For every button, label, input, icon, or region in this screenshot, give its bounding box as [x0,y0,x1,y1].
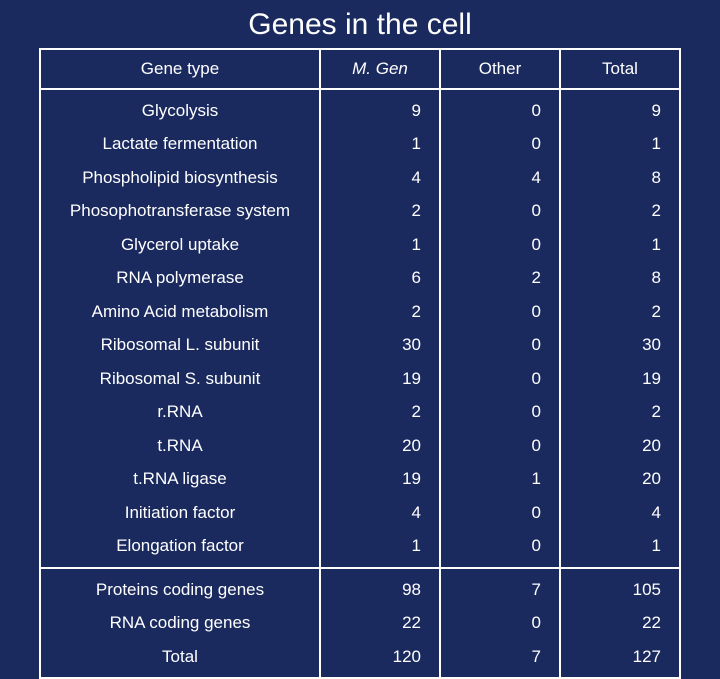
table-row: t.RNA ligase19120 [40,462,680,496]
cell-total: 105 [560,568,680,607]
cell-label: Glycolysis [40,89,320,128]
cell-label: Phospholipid biosynthesis [40,161,320,195]
cell-total: 20 [560,462,680,496]
cell-total: 2 [560,295,680,329]
cell-total: 20 [560,429,680,463]
cell-label: Ribosomal L. subunit [40,328,320,362]
cell-label: Proteins coding genes [40,568,320,607]
cell-total: 1 [560,529,680,568]
cell-mgen: 1 [320,228,440,262]
table-header: Gene type M. Gen Other Total [40,49,680,89]
table-row: Glycerol uptake101 [40,228,680,262]
cell-other: 0 [440,228,560,262]
cell-label: Initiation factor [40,496,320,530]
table-row: Proteins coding genes987105 [40,568,680,607]
genes-table: Gene type M. Gen Other Total Glycolysis9… [39,48,681,679]
table-row: RNA coding genes22022 [40,606,680,640]
table-row: Ribosomal L. subunit30030 [40,328,680,362]
cell-other: 0 [440,606,560,640]
table-row: Glycolysis909 [40,89,680,128]
cell-other: 0 [440,127,560,161]
cell-mgen: 19 [320,362,440,396]
cell-label: Glycerol uptake [40,228,320,262]
cell-other: 0 [440,328,560,362]
cell-mgen: 30 [320,328,440,362]
cell-mgen: 19 [320,462,440,496]
table-row: Amino Acid metabolism202 [40,295,680,329]
cell-total: 22 [560,606,680,640]
cell-mgen: 2 [320,194,440,228]
cell-other: 4 [440,161,560,195]
cell-other: 7 [440,568,560,607]
cell-other: 7 [440,640,560,679]
cell-other: 2 [440,261,560,295]
table-row: Total1207127 [40,640,680,679]
cell-mgen: 4 [320,496,440,530]
cell-mgen: 2 [320,295,440,329]
table-row: r.RNA202 [40,395,680,429]
cell-mgen: 20 [320,429,440,463]
cell-other: 0 [440,529,560,568]
cell-other: 0 [440,194,560,228]
cell-mgen: 98 [320,568,440,607]
col-other: Other [440,49,560,89]
cell-other: 0 [440,362,560,396]
cell-label: Total [40,640,320,679]
cell-total: 8 [560,261,680,295]
cell-total: 4 [560,496,680,530]
cell-label: Phosophotransferase system [40,194,320,228]
cell-total: 1 [560,228,680,262]
cell-mgen: 120 [320,640,440,679]
table-row: Phosophotransferase system202 [40,194,680,228]
cell-total: 1 [560,127,680,161]
cell-other: 0 [440,496,560,530]
cell-label: t.RNA [40,429,320,463]
cell-other: 0 [440,395,560,429]
cell-mgen: 22 [320,606,440,640]
cell-mgen: 1 [320,529,440,568]
table-row: Elongation factor101 [40,529,680,568]
cell-label: Ribosomal S. subunit [40,362,320,396]
cell-total: 2 [560,395,680,429]
cell-mgen: 9 [320,89,440,128]
cell-label: Lactate fermentation [40,127,320,161]
cell-label: r.RNA [40,395,320,429]
cell-label: RNA coding genes [40,606,320,640]
cell-label: Elongation factor [40,529,320,568]
cell-other: 0 [440,295,560,329]
col-total: Total [560,49,680,89]
table-row: Initiation factor404 [40,496,680,530]
table-row: Lactate fermentation101 [40,127,680,161]
cell-label: t.RNA ligase [40,462,320,496]
slide: Genes in the cell Gene type M. Gen Other… [0,0,720,540]
cell-label: Amino Acid metabolism [40,295,320,329]
cell-mgen: 2 [320,395,440,429]
table-row: Ribosomal S. subunit19019 [40,362,680,396]
table-body-summary: Proteins coding genes987105RNA coding ge… [40,568,680,679]
cell-total: 9 [560,89,680,128]
cell-other: 1 [440,462,560,496]
table-row: t.RNA20020 [40,429,680,463]
cell-total: 8 [560,161,680,195]
cell-total: 30 [560,328,680,362]
slide-title: Genes in the cell [248,8,471,42]
cell-mgen: 4 [320,161,440,195]
cell-total: 19 [560,362,680,396]
cell-mgen: 6 [320,261,440,295]
cell-mgen: 1 [320,127,440,161]
cell-total: 2 [560,194,680,228]
col-mgen: M. Gen [320,49,440,89]
table-row: Phospholipid biosynthesis448 [40,161,680,195]
table-body-main: Glycolysis909Lactate fermentation101Phos… [40,89,680,568]
cell-other: 0 [440,89,560,128]
table-row: RNA polymerase628 [40,261,680,295]
cell-label: RNA polymerase [40,261,320,295]
col-gene-type: Gene type [40,49,320,89]
cell-total: 127 [560,640,680,679]
cell-other: 0 [440,429,560,463]
